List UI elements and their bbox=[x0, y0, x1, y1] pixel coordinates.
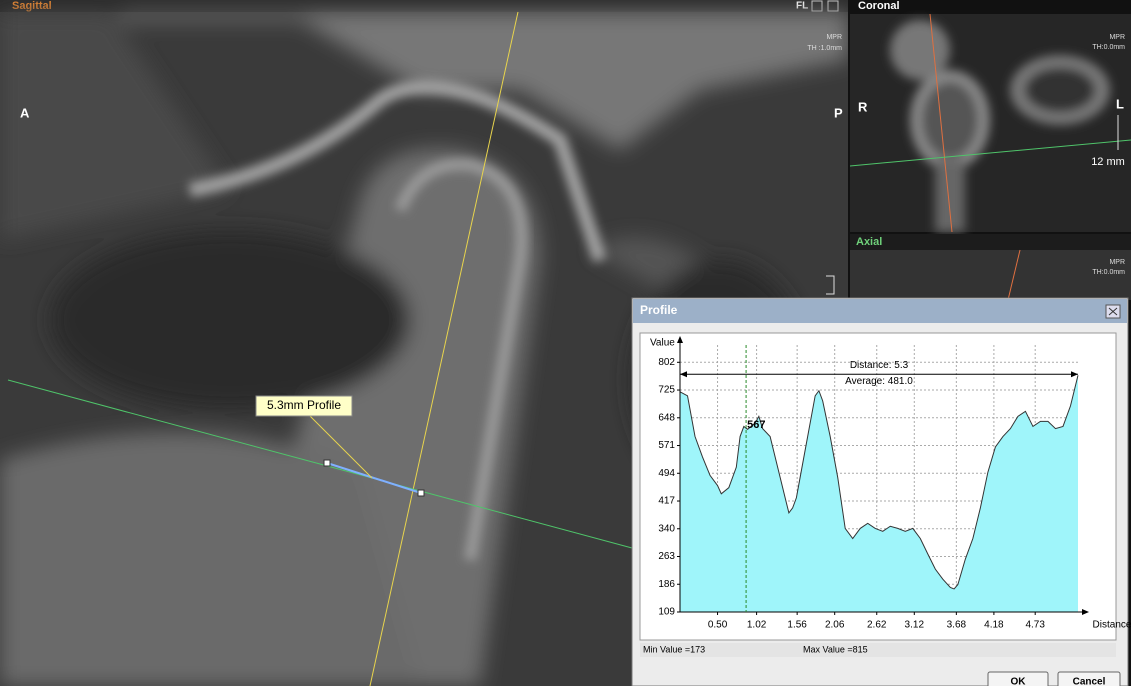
x-tick-label: 3.12 bbox=[905, 620, 925, 631]
coronal-title: Coronal bbox=[858, 0, 900, 12]
x-tick-label: 2.62 bbox=[867, 620, 887, 631]
body: Sagittal FL A P MPR TH :1.0mm 5.3mm Prof… bbox=[0, 0, 1131, 686]
sagittal-title: Sagittal bbox=[12, 0, 52, 12]
y-tick-label: 186 bbox=[658, 579, 675, 590]
x-tick-label: 0.50 bbox=[708, 620, 728, 631]
dialog-title: Profile bbox=[640, 303, 678, 317]
dialog-titlebar bbox=[633, 299, 1127, 323]
tooltip-text: 5.3mm Profile bbox=[267, 398, 341, 412]
orientation-label: R bbox=[858, 99, 868, 114]
mode-label: MPR bbox=[1109, 34, 1125, 41]
axial-image bbox=[850, 250, 1131, 300]
cancel-label: Cancel bbox=[1073, 677, 1106, 686]
profile-handle[interactable] bbox=[418, 490, 424, 496]
min-value: Min Value =173 bbox=[643, 644, 705, 654]
x-tick-label: 1.56 bbox=[787, 620, 807, 631]
axial-title: Axial bbox=[856, 236, 882, 248]
y-tick-label: 648 bbox=[658, 412, 675, 423]
x-tick-label: 1.02 bbox=[747, 620, 767, 631]
x-tick-label: 2.06 bbox=[825, 620, 845, 631]
scale-label: 12 mm bbox=[1091, 156, 1125, 168]
average-text: Average: 481.0 bbox=[845, 376, 913, 387]
mode-label: MPR bbox=[826, 34, 842, 41]
x-axis-label: Distance bbox=[1093, 620, 1131, 631]
ok-label: OK bbox=[1011, 677, 1027, 686]
orientation-label: P bbox=[834, 105, 843, 120]
close-button[interactable] bbox=[1106, 305, 1120, 318]
orientation-label: A bbox=[20, 105, 30, 120]
mode-label: MPR bbox=[1109, 259, 1125, 266]
y-tick-label: 109 bbox=[658, 607, 675, 618]
y-tick-label: 494 bbox=[658, 468, 675, 479]
y-tick-label: 340 bbox=[658, 523, 675, 534]
y-tick-label: 725 bbox=[658, 385, 675, 396]
thickness-label: TH:0.0mm bbox=[1092, 44, 1125, 51]
thickness-label: TH :1.0mm bbox=[807, 45, 842, 52]
cursor-value: 567 bbox=[747, 419, 765, 431]
y-tick-label: 571 bbox=[658, 440, 675, 451]
x-tick-label: 3.68 bbox=[947, 620, 967, 631]
max-value: Max Value =815 bbox=[803, 644, 868, 654]
screen: Sagittal FL A P MPR TH :1.0mm 5.3mm Prof… bbox=[0, 0, 1131, 686]
profile-handle[interactable] bbox=[324, 460, 330, 466]
y-tick-label: 802 bbox=[658, 357, 675, 368]
coronal-image bbox=[850, 14, 1131, 232]
toolbar-button[interactable]: FL bbox=[796, 1, 808, 12]
y-tick-label: 417 bbox=[658, 496, 675, 507]
y-axis-label: Value bbox=[650, 338, 675, 349]
axial-header bbox=[850, 234, 1131, 250]
distance-text: Distance: 5.3 bbox=[850, 360, 909, 371]
status-bar bbox=[640, 643, 1116, 657]
y-tick-label: 263 bbox=[658, 551, 675, 562]
sagittal-header bbox=[0, 0, 848, 12]
x-tick-label: 4.73 bbox=[1025, 620, 1045, 631]
page: {"viewer": { "sagittal": {"title": "Sagi… bbox=[0, 0, 1131, 686]
orientation-label: L bbox=[1116, 96, 1124, 111]
thickness-label: TH:0.0mm bbox=[1092, 269, 1125, 276]
x-tick-label: 4.18 bbox=[984, 620, 1004, 631]
